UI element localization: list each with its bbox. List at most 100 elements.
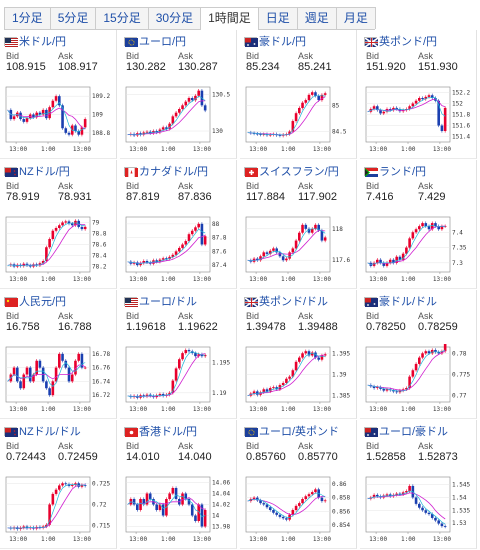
candle-body [301,353,304,358]
pair-name[interactable]: NZドル/円 [19,166,70,178]
pair-link[interactable]: ランド/円 [364,164,426,178]
candle-body [395,256,398,263]
pair-name[interactable]: ランド/円 [379,166,427,178]
pair-link[interactable]: ユーロ/ドル [124,294,197,308]
price-chart[interactable]: 85 84.5 13:00 1:00 13:00 [244,84,356,152]
pair-name[interactable]: NZドル/ドル [19,426,81,438]
pair-link[interactable]: 英ポンド/円 [364,34,437,48]
pair-link[interactable]: ユーロ/英ポンド [244,424,339,438]
bid-label: Bid [126,51,140,61]
candle-body [136,504,139,510]
price-chart[interactable]: 118 117.6 13:00 1:00 13:00 [244,214,356,282]
candle-body [265,389,269,392]
bid-value: 78.919 [6,191,40,203]
candle-body [294,240,298,249]
candle-body [376,387,379,389]
moving-average-line [367,349,446,392]
candle-body [158,394,162,396]
candle-body [259,256,262,261]
tab-7[interactable]: 月足 [335,7,376,29]
price-chart[interactable]: 1.545 1.54 1.535 1.53 13:00 1:00 13:00 [364,474,476,542]
y-tick-label: 117.6 [332,257,350,264]
candle-body [171,488,175,494]
tab-3[interactable]: 30分足 [147,7,202,29]
candle-body [398,256,402,260]
y-tick-label: 78.8 [92,231,107,238]
tab-6[interactable]: 週足 [296,7,337,29]
pair-link[interactable]: ユーロ/豪ドル [364,424,448,438]
moving-average-line [367,492,446,520]
candle-body [443,107,447,131]
pair-link[interactable]: NZドル/ドル [4,424,81,438]
candle-body [421,223,424,227]
candle-body [376,259,379,263]
pair-link[interactable]: 英ポンド/ドル [244,294,328,308]
pair-link[interactable]: NZドル/円 [4,164,70,178]
bid-label: Bid [366,51,380,61]
pair-name[interactable]: スイスフラン/円 [259,166,339,178]
ask-value: 117.902 [298,191,337,203]
moving-average-line [247,492,326,518]
pair-link[interactable]: 豪ドル/ドル [364,294,437,308]
pair-name[interactable]: 英ポンド/ドル [259,296,329,308]
y-tick-label: 1.535 [452,507,470,514]
tab-0[interactable]: 1分足 [4,7,51,29]
candle-body [48,239,51,248]
x-tick-label: 13:00 [9,146,27,152]
candle-body [51,493,55,505]
moving-average-line [367,225,446,265]
candle-body [291,370,295,377]
tab-2[interactable]: 15分足 [95,7,149,29]
price-chart[interactable]: 16.78 16.76 16.74 16.72 13:00 1:00 13:00 [4,344,116,412]
price-chart[interactable]: 1.195 1.19 13:00 1:00 13:00 [124,344,236,412]
pair-name[interactable]: 人民元/円 [19,296,67,308]
candle-body [310,492,314,495]
x-tick-label: 13:00 [369,406,387,412]
pair-link[interactable]: ユーロ/円 [124,34,186,48]
tab-4[interactable]: 1時間足 [200,7,259,30]
pair-link[interactable]: カナダドル/円 [124,164,208,178]
price-chart[interactable]: 0.86 0.858 0.856 0.854 13:00 1:00 13:00 [244,474,356,542]
pair-link[interactable]: 豪ドル/円 [244,34,306,48]
candle-body [424,96,428,100]
pair-link[interactable]: 米ドル/円 [4,34,66,48]
candle-body [424,351,428,354]
candle-body [418,98,421,101]
pair-name[interactable]: ユーロ/ドル [139,296,198,308]
price-chart[interactable]: 109.2 109 108.8 13:00 1:00 13:00 [4,84,116,152]
pair-name[interactable]: 英ポンド/円 [379,36,438,48]
price-chart[interactable]: 7.4 7.35 7.3 13:00 1:00 13:00 [364,214,476,282]
candle-body [35,360,38,375]
candle-body [408,106,411,109]
pair-name[interactable]: カナダドル/円 [139,166,209,178]
price-chart[interactable]: 88 87.8 87.6 87.4 13:00 1:00 13:00 [124,214,236,282]
pair-name[interactable]: ユーロ/英ポンド [259,426,340,438]
pair-link[interactable]: 香港ドル/円 [124,424,197,438]
candle-body [275,387,278,390]
pair-link[interactable]: 人民元/円 [4,294,66,308]
candle-body [28,367,32,382]
pair-link[interactable]: スイスフラン/円 [244,164,339,178]
pair-name[interactable]: 香港ドル/円 [139,426,198,438]
candle-body [278,252,282,257]
candle-body [314,489,317,493]
candle-body [281,516,285,519]
pair-name[interactable]: ユーロ/豪ドル [379,426,449,438]
price-chart[interactable]: 130.5 130 13:00 1:00 13:00 [124,84,236,152]
pair-name[interactable]: 米ドル/円 [19,36,67,48]
pair-name[interactable]: 豪ドル/ドル [379,296,438,308]
tab-5[interactable]: 日足 [257,7,298,29]
candle-body [161,394,165,396]
y-tick-label: 13.98 [212,524,230,531]
chart-frame [365,476,451,533]
pair-name[interactable]: ユーロ/円 [139,36,187,48]
tab-1[interactable]: 5分足 [49,7,97,29]
y-tick-label: 118 [332,226,343,233]
pair-name[interactable]: 豪ドル/円 [259,36,307,48]
